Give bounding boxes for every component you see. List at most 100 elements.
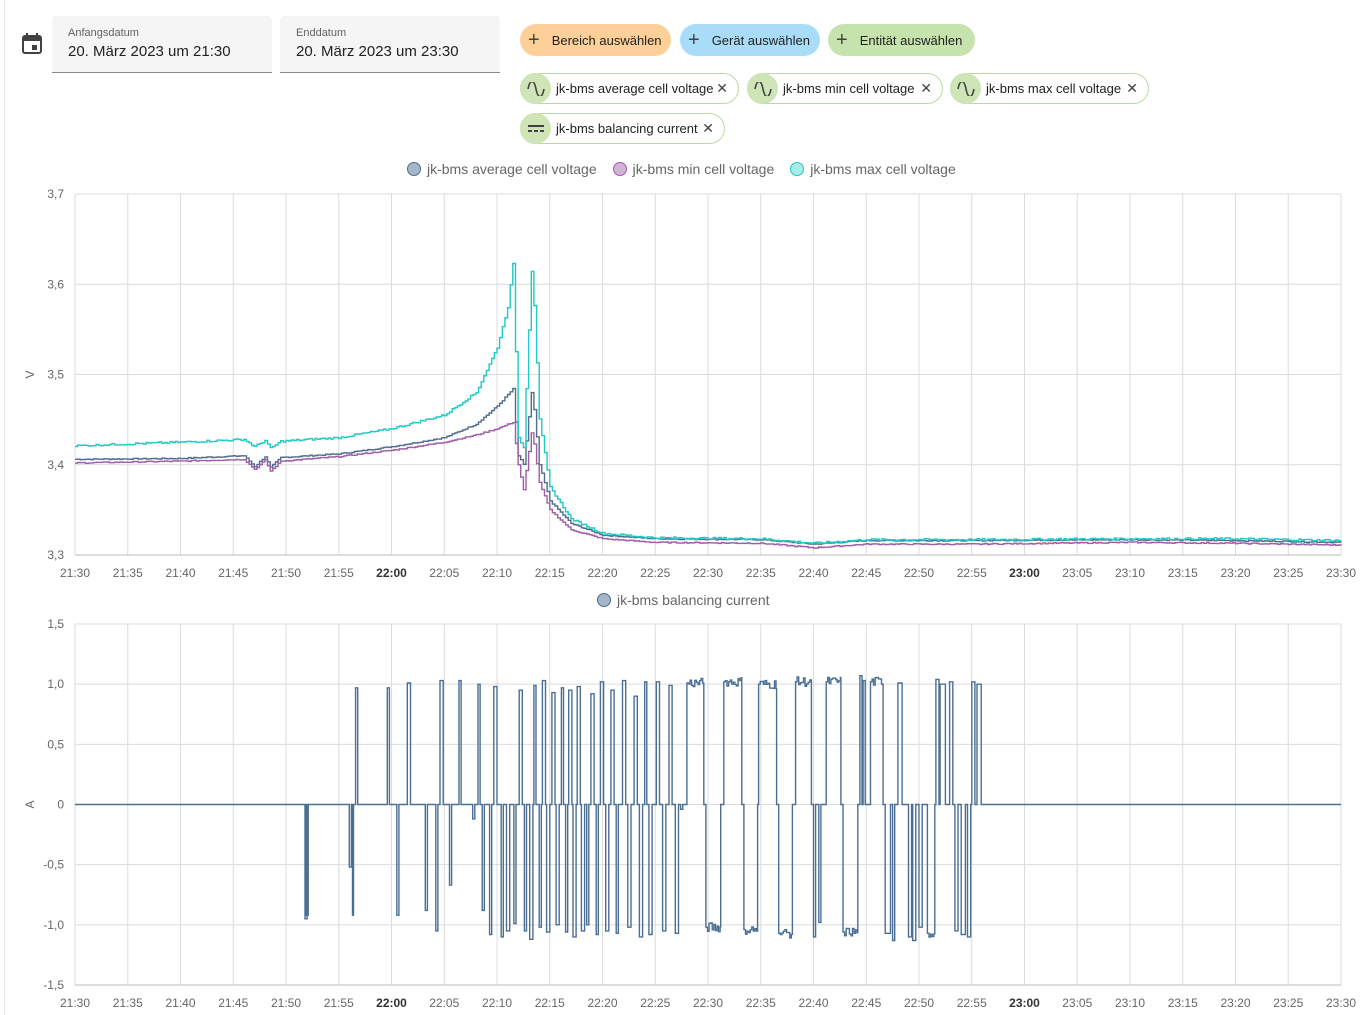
voltage-chart-legend: jk-bms average cell voltage jk-bms min c… <box>407 161 972 177</box>
x-tick-label: 23:10 <box>1115 566 1145 580</box>
legend-label: jk-bms balancing current <box>617 592 770 608</box>
legend-label: jk-bms max cell voltage <box>810 161 956 177</box>
choose-entity-button[interactable]: + Entität auswählen <box>828 24 975 56</box>
series-line-max <box>75 262 1342 544</box>
x-tick-label: 21:50 <box>271 566 301 580</box>
entity-chip-balancing-current[interactable]: jk-bms balancing current ✕ <box>520 113 725 144</box>
legend-item-min-voltage[interactable]: jk-bms min cell voltage <box>612 161 775 177</box>
x-tick-label: 23:15 <box>1168 996 1198 1010</box>
entity-chip-min-voltage[interactable]: jk-bms min cell voltage ✕ <box>747 73 943 104</box>
y-tick-label: 3,7 <box>47 187 64 201</box>
x-tick-label: 23:30 <box>1326 566 1356 580</box>
remove-icon[interactable]: ✕ <box>920 80 932 96</box>
x-tick-label: 22:55 <box>957 996 987 1010</box>
entity-chip-label: jk-bms balancing current <box>556 121 698 136</box>
x-tick-label: 21:45 <box>218 996 248 1010</box>
calendar-icon[interactable] <box>22 33 42 54</box>
x-tick-label: 22:40 <box>798 996 828 1010</box>
x-tick-label: 23:15 <box>1168 566 1198 580</box>
x-tick-label: 23:20 <box>1220 996 1250 1010</box>
remove-icon[interactable]: ✕ <box>702 120 714 136</box>
choose-entity-label: Entität auswählen <box>859 32 963 48</box>
choose-area-button[interactable]: + Bereich auswählen <box>520 24 671 56</box>
legend-swatch <box>597 593 611 607</box>
x-tick-label: 23:25 <box>1273 996 1303 1010</box>
y-axis-label: V <box>23 370 37 378</box>
entity-chip-max-voltage[interactable]: jk-bms max cell voltage ✕ <box>950 73 1149 104</box>
series-line-balancing-current <box>75 675 1341 942</box>
remove-icon[interactable]: ✕ <box>716 80 728 96</box>
sine-wave-icon <box>747 73 778 104</box>
current-chart[interactable]: 1,5 1,0 0,5 0 -0,5 -1,0 -1,5 21:30 21:35 21:40 21:… <box>0 612 1365 1012</box>
x-tick-label: 22:35 <box>746 996 776 1010</box>
y-tick-label: -1,0 <box>43 918 64 932</box>
x-tick-label: 21:50 <box>271 996 301 1010</box>
legend-item-max-voltage[interactable]: jk-bms max cell voltage <box>790 161 956 177</box>
x-tick-label: 22:10 <box>482 996 512 1010</box>
choose-device-button[interactable]: + Gerät auswählen <box>680 24 820 56</box>
y-tick-label: 3,4 <box>47 458 64 472</box>
x-tick-label: 22:35 <box>746 566 776 580</box>
x-tick-label: 22:40 <box>798 566 828 580</box>
x-tick-label: 22:25 <box>640 566 670 580</box>
y-axis-label: A <box>23 800 37 808</box>
end-date-field[interactable]: Enddatum 20. März 2023 um 23:30 <box>280 16 500 73</box>
x-tick-label: 23:10 <box>1115 996 1145 1010</box>
remove-icon[interactable]: ✕ <box>1126 80 1138 96</box>
left-divider <box>4 0 5 1015</box>
plus-icon: + <box>528 29 540 51</box>
x-tick-label: 21:45 <box>218 566 248 580</box>
current-dc-icon <box>520 113 551 144</box>
start-date-field[interactable]: Anfangsdatum 20. März 2023 um 21:30 <box>52 16 272 73</box>
x-tick-label: 23:00 <box>1009 996 1040 1010</box>
x-tick-label: 21:35 <box>113 996 143 1010</box>
plus-icon: + <box>836 29 848 51</box>
y-tick-label: -0,5 <box>43 858 64 872</box>
x-tick-label: 22:00 <box>376 996 407 1010</box>
x-tick-label: 23:05 <box>1062 996 1092 1010</box>
x-tick-label: 22:20 <box>587 996 617 1010</box>
choose-device-label: Gerät auswählen <box>711 32 810 48</box>
x-tick-label: 22:45 <box>851 996 881 1010</box>
voltage-chart[interactable]: 3,7 3,6 3,5 3,4 3,3 21:30 21:35 21:40 21:45 21:50… <box>0 180 1365 585</box>
x-tick-label: 22:30 <box>693 566 723 580</box>
x-tick-label: 23:25 <box>1273 566 1303 580</box>
legend-swatch <box>790 162 805 176</box>
legend-swatch <box>407 162 421 176</box>
end-date-label: Enddatum <box>296 27 347 39</box>
x-tick-label: 22:00 <box>376 566 407 580</box>
plus-icon: + <box>688 29 700 51</box>
start-date-label: Anfangsdatum <box>68 27 139 39</box>
x-tick-label: 21:40 <box>165 566 195 580</box>
sine-wave-icon <box>950 73 981 104</box>
entity-chip-label: jk-bms min cell voltage <box>783 81 915 96</box>
legend-item-balancing-current[interactable]: jk-bms balancing current <box>597 592 770 608</box>
y-tick-label: 3,6 <box>47 277 64 291</box>
x-tick-label: 21:55 <box>324 566 354 580</box>
x-tick-label: 22:15 <box>535 566 565 580</box>
legend-swatch <box>612 162 627 176</box>
start-date-value: 20. März 2023 um 21:30 <box>68 43 231 60</box>
entity-chip-label: jk-bms max cell voltage <box>986 81 1122 96</box>
current-chart-legend: jk-bms balancing current <box>597 592 786 608</box>
x-tick-label: 21:30 <box>60 996 90 1010</box>
y-tick-label: 3,3 <box>47 548 64 562</box>
legend-label: jk-bms min cell voltage <box>632 161 775 177</box>
y-tick-label: 1,5 <box>47 617 64 631</box>
x-tick-label: 21:35 <box>113 566 143 580</box>
x-tick-label: 22:50 <box>904 996 934 1010</box>
sine-wave-icon <box>520 73 551 104</box>
y-tick-label: 1,0 <box>47 677 64 691</box>
x-tick-label: 22:05 <box>429 996 459 1010</box>
x-tick-label: 22:20 <box>587 566 617 580</box>
x-tick-label: 21:40 <box>165 996 195 1010</box>
entity-chip-average-voltage[interactable]: jk-bms average cell voltage ✕ <box>520 73 739 104</box>
x-tick-label: 22:25 <box>640 996 670 1010</box>
series-line-min <box>75 422 1342 549</box>
x-tick-label: 21:55 <box>324 996 354 1010</box>
y-tick-label: 0 <box>57 798 64 812</box>
legend-item-average-voltage[interactable]: jk-bms average cell voltage <box>407 161 597 177</box>
x-tick-label: 23:00 <box>1009 566 1040 580</box>
x-tick-label: 23:30 <box>1326 996 1356 1010</box>
legend-label: jk-bms average cell voltage <box>427 161 597 177</box>
